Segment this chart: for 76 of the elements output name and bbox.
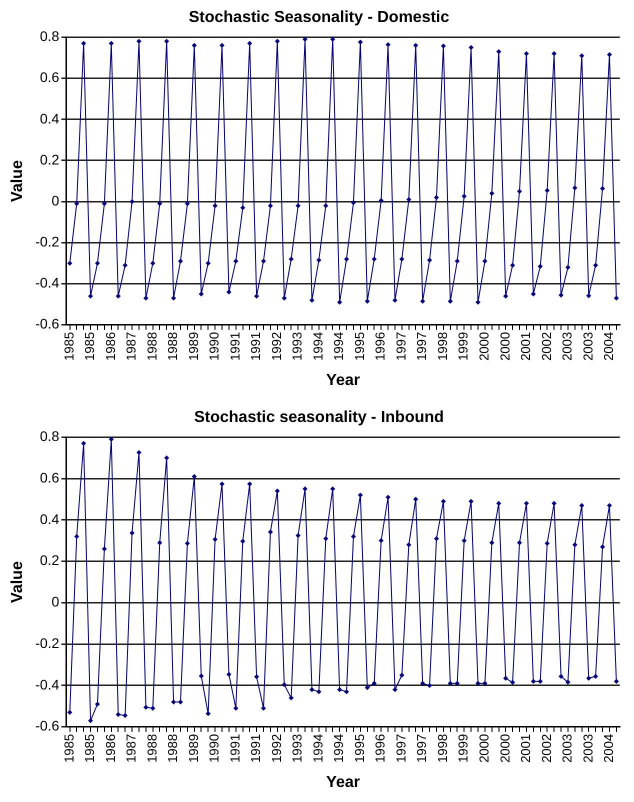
x-tick-label: 1989 [186,734,201,763]
x-tick-label: 1985 [82,332,98,361]
y-tick-label: 0.8 [40,428,60,444]
x-tick-label: 1997 [414,734,430,763]
y-tick-label: 0.2 [40,151,60,168]
x-tick-label: 1997 [393,332,408,361]
x-tick-label: 2004 [601,734,616,763]
x-tick-label: 1990 [206,332,222,361]
x-tick-label: 2003 [580,734,596,763]
x-tick-label: 1994 [331,734,346,763]
x-tick-label: 1996 [372,332,388,361]
x-tick-label: 1988 [165,332,180,361]
y-tick-label: 0.6 [40,469,60,486]
x-tick-label: 1991 [227,734,242,763]
y-tick-label: 0.2 [40,552,60,568]
x-tick-label: 1995 [352,332,367,361]
x-tick-label: 2000 [476,332,492,361]
x-tick-label: 1987 [124,734,139,763]
x-tick-label: 1999 [456,332,471,361]
y-axis-title: Value [9,160,26,202]
x-tick-label: 1993 [290,734,305,763]
y-tick-label: 0 [52,594,60,610]
x-tick-label: 1999 [456,734,471,763]
x-tick-label: 1987 [124,332,139,361]
x-tick-label: 1992 [268,332,284,361]
x-tick-label: 1993 [290,332,305,361]
x-tick-label: 1988 [144,332,160,361]
x-tick-label: 1985 [61,734,76,763]
x-tick-label: 1988 [144,734,160,763]
chart-title: Stochastic seasonality - Inbound [194,409,444,426]
y-tick-label: -0.6 [35,316,60,332]
y-tick-label: 0.4 [40,110,60,126]
x-tick-label: 1985 [82,734,98,763]
x-tick-label: 1998 [434,734,450,763]
x-tick-label: 2003 [560,332,575,361]
y-tick-label: 0 [52,192,60,208]
x-tick-label: 2000 [497,332,512,361]
y-tick-label: 0.4 [40,510,60,527]
y-tick-label: -0.4 [35,676,60,692]
x-tick-label: 1994 [310,734,326,763]
chart-title: Stochastic Seasonality - Domestic [188,9,450,26]
x-tick-label: 1990 [206,734,222,763]
x-tick-label: 1989 [186,332,201,361]
x-tick-label: 1997 [393,734,408,763]
x-tick-label: 1985 [61,332,76,361]
x-tick-label: 2003 [560,734,575,763]
x-tick-label: 1994 [331,332,346,361]
y-tick-label: 0.8 [40,28,60,44]
x-axis-title: Year [326,774,360,791]
x-tick-label: 2000 [497,734,512,763]
x-tick-label: 1997 [414,332,430,361]
x-tick-label: 1991 [227,332,242,361]
x-tick-label: 1991 [248,734,264,763]
x-tick-label: 1986 [102,734,118,763]
x-tick-label: 1996 [372,734,388,763]
y-tick-label: -0.4 [35,274,60,291]
x-tick-label: 2000 [476,734,492,763]
y-tick-label: -0.6 [35,718,60,734]
x-tick-label: 2004 [601,332,616,361]
y-axis-title: Value [9,561,26,603]
x-tick-label: 1986 [102,332,118,361]
x-tick-label: 2001 [518,734,534,763]
x-tick-label: 1998 [434,332,450,361]
x-tick-label: 2002 [538,734,554,763]
x-tick-label: 1991 [248,332,264,361]
y-tick-label: -0.2 [35,234,60,250]
x-tick-label: 2001 [518,332,534,361]
x-axis-title: Year [326,372,360,389]
x-tick-label: 1992 [268,734,284,763]
x-tick-label: 1994 [310,332,326,361]
y-tick-label: -0.2 [35,634,60,651]
x-tick-label: 2003 [580,332,596,361]
y-tick-label: 0.6 [40,69,60,86]
x-tick-label: 1995 [352,734,367,763]
x-tick-label: 1988 [165,734,180,763]
x-tick-label: 2002 [538,332,554,361]
